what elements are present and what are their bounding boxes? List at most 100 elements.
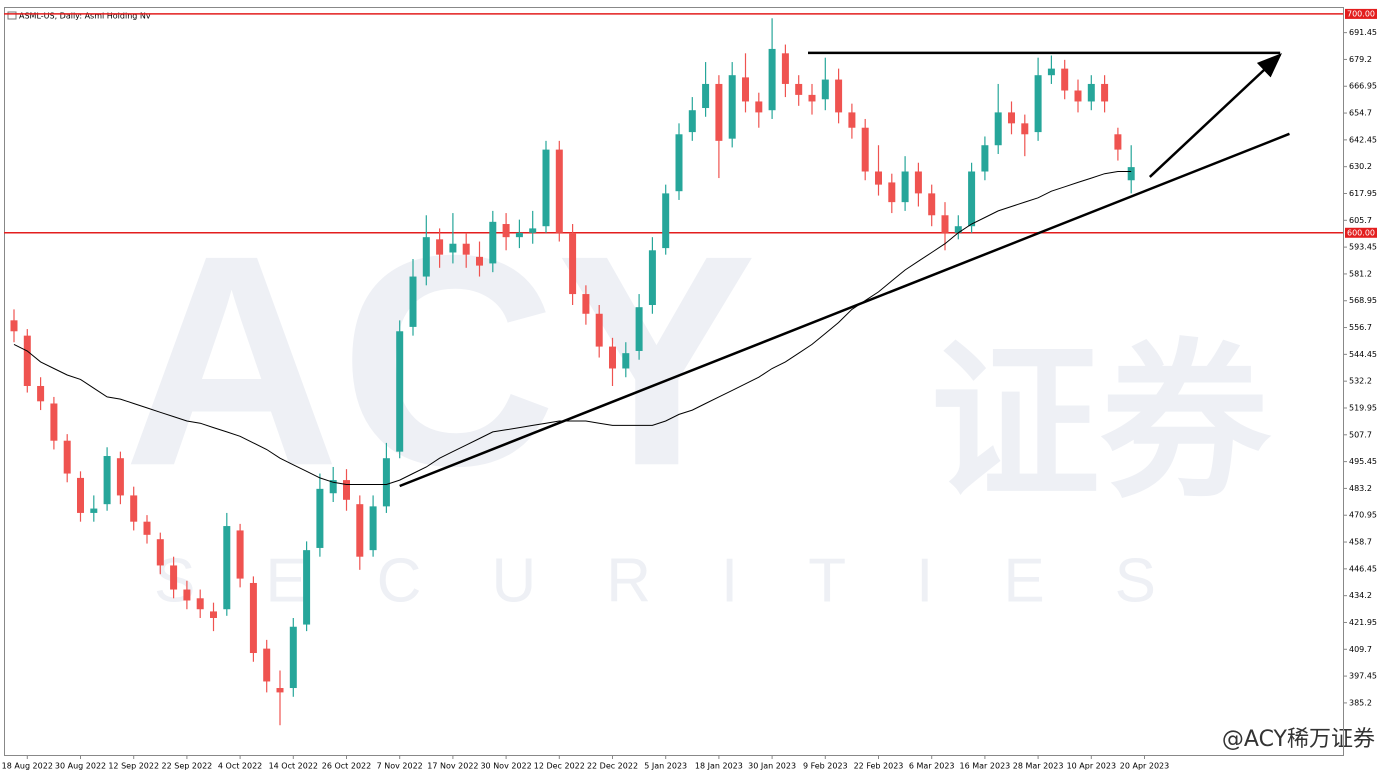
- candle-body: [515, 232, 523, 238]
- symbol-icon: [7, 11, 17, 20]
- candle-body: [928, 193, 936, 216]
- candle-body: [289, 626, 297, 689]
- candle-body: [343, 480, 350, 500]
- candle-body: [276, 688, 284, 693]
- x-tick-label: 14 Oct 2022: [269, 762, 318, 771]
- candle-body: [688, 110, 696, 133]
- y-tick-label: 397.45: [1349, 672, 1377, 681]
- candle-body: [781, 53, 789, 84]
- candle-body: [1114, 134, 1122, 150]
- candle-body: [875, 171, 882, 185]
- candle-body: [409, 276, 417, 327]
- y-tick-label: 495.45: [1349, 457, 1377, 466]
- level-label-box: [1345, 227, 1377, 238]
- candle-body: [50, 403, 58, 441]
- y-tick-label: 617.95: [1349, 189, 1377, 198]
- candle-body: [103, 456, 111, 505]
- candle-body: [888, 182, 896, 203]
- candle-body: [422, 237, 430, 277]
- candle-body: [183, 589, 191, 601]
- candle-body: [1087, 83, 1095, 102]
- x-tick-label: 22 Dec 2022: [587, 762, 638, 771]
- candle-body: [1008, 112, 1015, 124]
- candle-body: [821, 79, 829, 100]
- candle-body: [941, 215, 949, 233]
- level-label: 700.00: [1347, 9, 1375, 18]
- candle-body: [1101, 83, 1109, 102]
- candle-body: [90, 508, 98, 513]
- candle-body: [861, 127, 869, 172]
- y-tick-label: 385.2: [1349, 698, 1372, 707]
- candle-body: [170, 565, 178, 590]
- x-tick-label: 16 Mar 2023: [960, 762, 1011, 771]
- candle-body: [529, 228, 537, 233]
- y-tick-label: 666.95: [1349, 82, 1377, 91]
- candle-body: [449, 243, 457, 253]
- y-tick-label: 458.7: [1349, 538, 1372, 547]
- x-tick-label: 30 Nov 2022: [480, 762, 531, 771]
- y-tick-label: 544.45: [1349, 350, 1377, 359]
- x-tick-label: 7 Nov 2022: [377, 762, 423, 771]
- candle-body: [63, 440, 71, 474]
- candle-body: [329, 480, 337, 494]
- candle-body: [223, 526, 231, 610]
- candle-body: [316, 488, 324, 548]
- x-tick-label: 30 Jan 2023: [748, 762, 796, 771]
- candle-body: [210, 611, 217, 618]
- x-tick-label: 10 Apr 2023: [1067, 762, 1116, 771]
- y-tick-label: 483.2: [1349, 484, 1372, 493]
- moving-average: [13, 171, 1132, 485]
- candle-body: [249, 582, 257, 654]
- y-tick-label: 605.7: [1349, 216, 1372, 225]
- candle-body: [648, 250, 656, 306]
- candle-body: [848, 112, 856, 128]
- candle-body: [755, 101, 763, 113]
- y-tick-label: 519.95: [1349, 403, 1377, 412]
- x-tick-label: 26 Oct 2022: [322, 762, 371, 771]
- candle-body: [728, 75, 736, 139]
- candle-body: [582, 294, 590, 314]
- candle-body: [742, 77, 749, 102]
- candle-body: [476, 256, 483, 266]
- arrow: [1148, 53, 1282, 178]
- y-tick-label: 470.95: [1349, 511, 1377, 520]
- candle-body: [914, 171, 922, 194]
- candle-body: [23, 335, 31, 386]
- y-tick-label: 630.2: [1349, 162, 1372, 171]
- y-tick-label: 446.45: [1349, 564, 1377, 573]
- candle-body: [77, 477, 84, 513]
- x-tick-label: 20 Apr 2023: [1120, 762, 1169, 771]
- candle-body: [901, 171, 909, 203]
- candle-body: [702, 83, 710, 109]
- y-tick-label: 679.2: [1349, 55, 1372, 64]
- chart-title: ASML-US, Daily: Asml Holding Nv: [19, 12, 151, 21]
- candle-body: [662, 193, 670, 249]
- x-tick-label: 12 Sep 2022: [108, 762, 159, 771]
- candle-body: [196, 598, 204, 610]
- candle-body: [37, 385, 45, 402]
- x-tick-label: 30 Aug 2022: [55, 762, 106, 771]
- candle-body: [595, 313, 603, 347]
- candle-body: [795, 83, 803, 95]
- candle-body: [1021, 123, 1029, 135]
- x-tick-label: 6 Mar 2023: [909, 762, 955, 771]
- watermark: ACY 证券 SECURITIES: [123, 192, 1272, 615]
- x-tick-label: 12 Dec 2022: [534, 762, 585, 771]
- candle-body: [835, 79, 843, 113]
- watermark-cn: 证券: [930, 324, 1272, 522]
- candle-body: [675, 134, 683, 192]
- y-tick-label: 421.95: [1349, 618, 1377, 627]
- candle-body: [1047, 68, 1055, 76]
- candle-body: [489, 221, 497, 264]
- candle-body: [436, 239, 444, 255]
- candle-body: [396, 331, 404, 452]
- x-tick-label: 5 Jan 2023: [644, 762, 687, 771]
- footer: @ACY稀万证券: [1222, 727, 1375, 752]
- x-tick-label: 22 Sep 2022: [162, 762, 213, 771]
- x-tick-label: 18 Jan 2023: [695, 762, 743, 771]
- y-tick-label: 581.2: [1349, 269, 1372, 278]
- candle-body: [555, 149, 563, 233]
- candle-body: [994, 112, 1002, 146]
- level-label-box: [1345, 8, 1377, 19]
